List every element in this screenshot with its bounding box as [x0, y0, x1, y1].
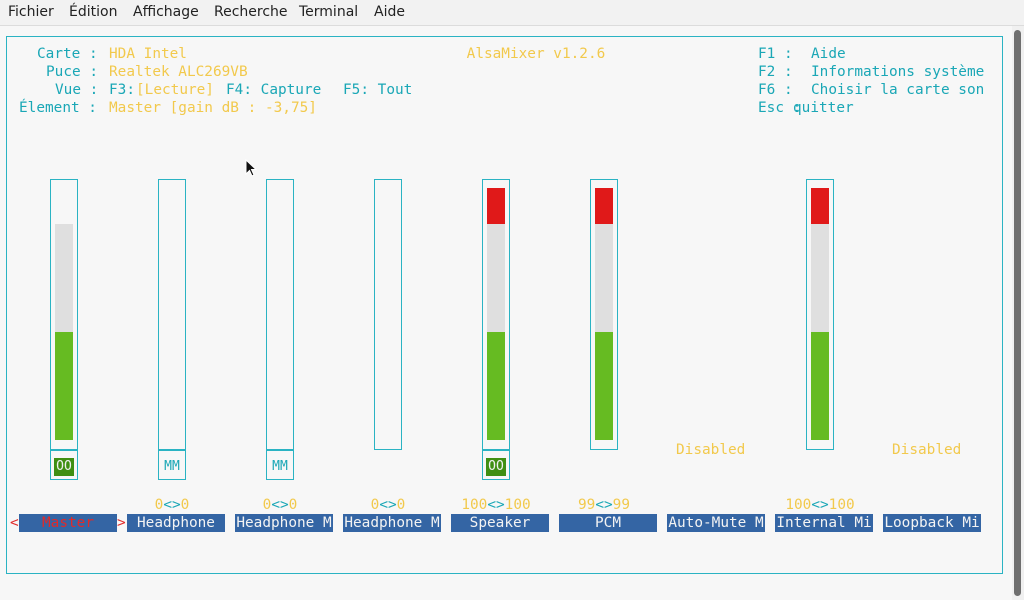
key-f1: F1 : [758, 46, 793, 62]
menu-fichier[interactable]: Fichier [8, 4, 54, 20]
scrollbar-thumb[interactable] [1014, 30, 1021, 596]
key-f6: F6 : [758, 82, 793, 98]
channel-label-speaker[interactable]: Speaker [451, 514, 549, 532]
vue-f4-capture[interactable]: F4: Capture [226, 82, 322, 98]
vue-f5-tout[interactable]: F5: Tout [343, 82, 413, 98]
channel-speaker-mute-box[interactable] [482, 450, 510, 480]
menu-bar: Fichier Édition Affichage Recherche Term… [0, 0, 1024, 26]
channel-label-master[interactable]: Master [19, 514, 117, 532]
vue-label: Vue : [55, 82, 99, 98]
channel-label-headphone[interactable]: Headphone [127, 514, 225, 532]
channel-auto-mute-disabled: Disabled [676, 442, 746, 458]
element-value: Master [gain dB : -3,75] [109, 100, 317, 116]
key-f2: F2 : [758, 64, 793, 80]
channel-internal-mic-level-grey [811, 224, 829, 332]
channel-speaker-level-red [487, 188, 505, 224]
channel-label-pcm[interactable]: PCM [559, 514, 657, 532]
key-f6-desc: Choisir la carte son [811, 82, 985, 98]
selector-left: < [10, 515, 19, 531]
volume-headphone: 0<>0 [154, 497, 190, 513]
channel-headphone-m-slider[interactable] [266, 179, 294, 450]
key-f2-desc: Informations système [811, 64, 985, 80]
channel-pcm-level-red [595, 188, 613, 224]
channel-headphone-m-mute[interactable]: MM [272, 459, 288, 474]
selector-right: > [117, 515, 126, 531]
key-esc-desc: quitter [793, 100, 854, 116]
alsamixer-title-text: AlsaMixer v1.2.6 [460, 46, 612, 62]
channel-pcm-level-grey [595, 224, 613, 332]
channel-headphone-mute[interactable]: MM [164, 459, 180, 474]
volume-pcm: 99<>99 [578, 497, 630, 513]
volume-internal-mic: 100<>100 [785, 497, 855, 513]
channel-label-headphone-m[interactable]: Headphone M [235, 514, 333, 532]
channel-speaker-mute[interactable]: OO [486, 458, 506, 476]
menu-terminal[interactable]: Terminal [299, 4, 359, 20]
channel-master-slider[interactable] [50, 179, 78, 450]
channel-master-mute[interactable]: OO [54, 458, 74, 476]
key-esc: Esc : [758, 100, 802, 116]
menu-edition[interactable]: Édition [69, 4, 118, 20]
mouse-cursor-icon [245, 159, 257, 177]
menu-aide[interactable]: Aide [374, 4, 405, 20]
channel-speaker-slider[interactable] [482, 179, 510, 450]
channel-pcm-level-green [595, 332, 613, 440]
menu-recherche[interactable]: Recherche [214, 4, 288, 20]
channel-speaker-level-green [487, 332, 505, 440]
channel-loopback-disabled: Disabled [892, 442, 962, 458]
element-label: Élement : [19, 100, 97, 116]
puce-label: Puce : [46, 64, 98, 80]
carte-value: HDA Intel [109, 46, 187, 62]
key-f1-desc: Aide [811, 46, 846, 62]
channel-label-headphone-m2[interactable]: Headphone M [343, 514, 441, 532]
vue-f3[interactable]: F3: [109, 82, 135, 98]
menu-affichage[interactable]: Affichage [133, 4, 199, 20]
channel-master-level-green [55, 332, 73, 440]
channel-headphone-m-mute-box[interactable] [266, 450, 294, 480]
volume-headphone-m: 0<>0 [262, 497, 298, 513]
channel-label-internal-mic[interactable]: Internal Mi [775, 514, 873, 532]
channel-label-loopback-mic[interactable]: Loopback Mi [883, 514, 981, 532]
vue-lecture[interactable]: [Lecture] [136, 82, 214, 98]
volume-headphone-m2: 0<>0 [370, 497, 406, 513]
carte-label: Carte : [37, 46, 98, 62]
alsamixer-title: AlsaMixer v1.2.6 [426, 27, 612, 81]
volume-speaker: 100<>100 [461, 497, 531, 513]
channel-speaker-level-grey [487, 224, 505, 332]
channel-headphone-mute-box[interactable] [158, 450, 186, 480]
puce-value: Realtek ALC269VB [109, 64, 248, 80]
channel-internal-mic-slider[interactable] [806, 179, 834, 450]
terminal-area[interactable]: AlsaMixer v1.2.6 Carte : HDA Intel Puce … [0, 26, 1012, 600]
channel-internal-mic-level-red [811, 188, 829, 224]
channel-internal-mic-level-green [811, 332, 829, 440]
channel-label-auto-mute[interactable]: Auto-Mute M [667, 514, 765, 532]
alsamixer-frame [6, 36, 1003, 574]
channel-master-mute-box[interactable] [50, 450, 78, 480]
channel-headphone-m2-slider[interactable] [374, 179, 402, 450]
channel-pcm-slider[interactable] [590, 179, 618, 450]
channel-master-level-grey [55, 224, 73, 332]
channel-headphone-slider[interactable] [158, 179, 186, 450]
terminal-scrollbar[interactable] [1012, 26, 1024, 600]
